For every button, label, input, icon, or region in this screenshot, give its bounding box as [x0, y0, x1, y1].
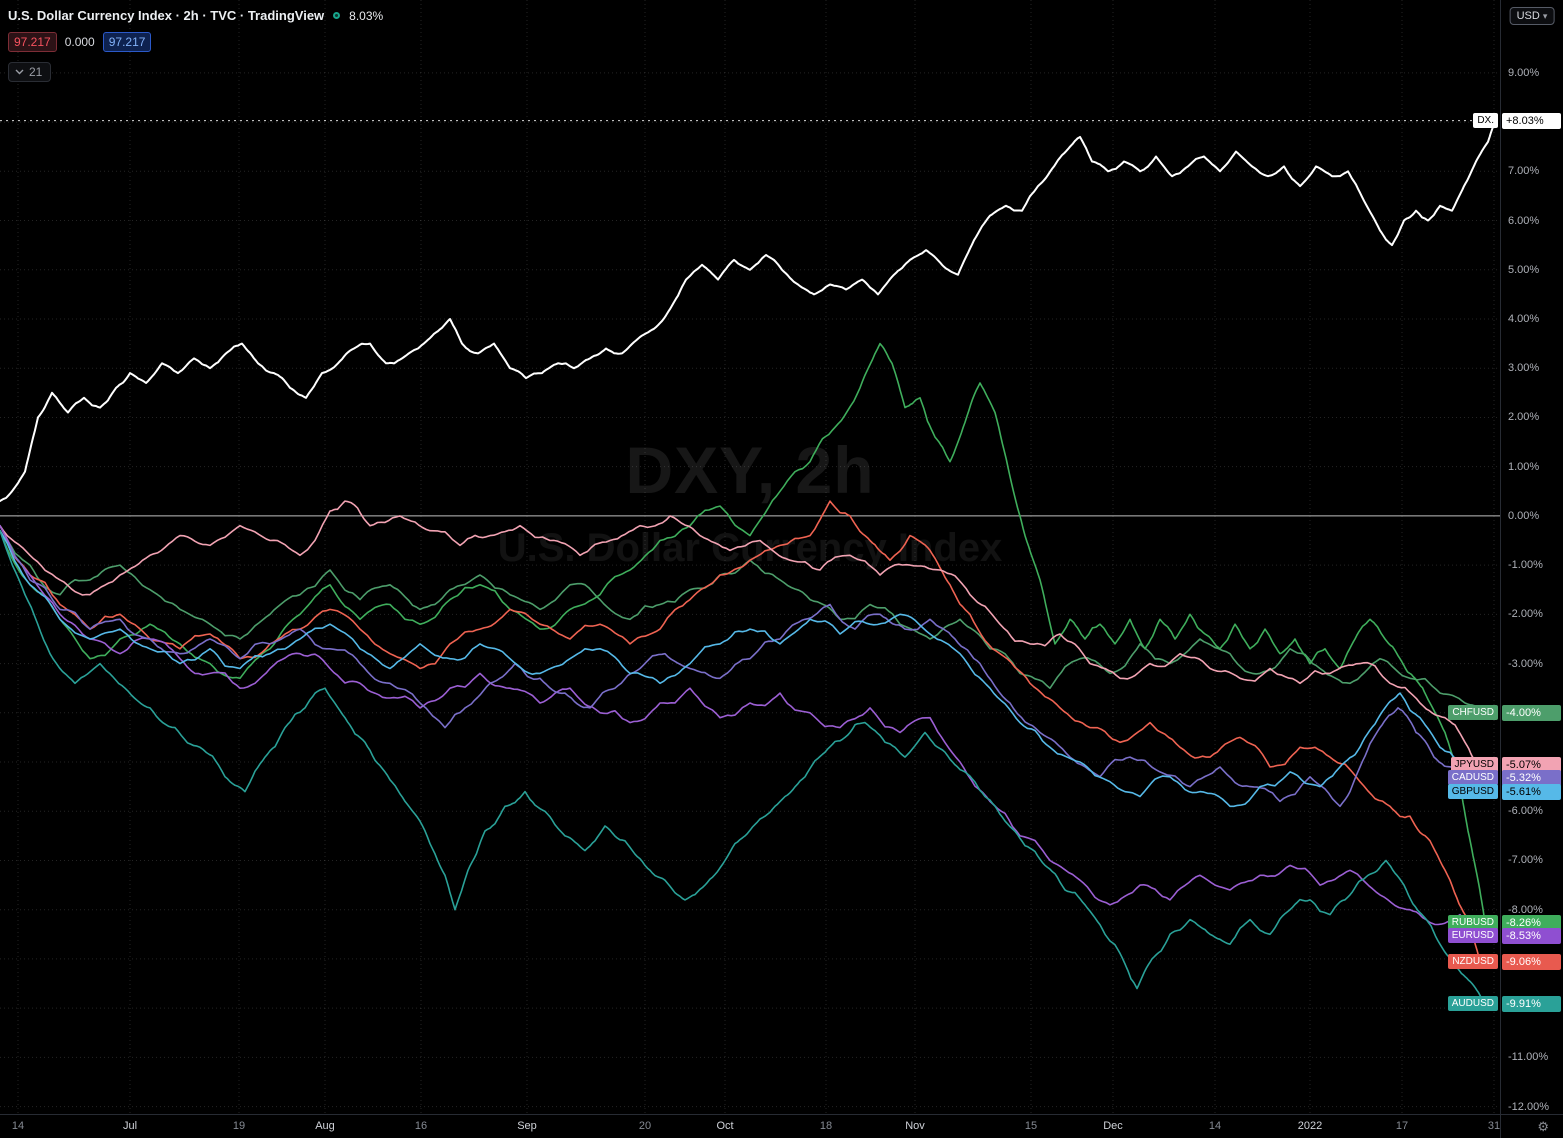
series-line-dxy[interactable] [0, 119, 1496, 503]
series-line-chfusd[interactable] [0, 524, 1486, 714]
buy-price-value[interactable]: 97.217 [102, 32, 152, 52]
price-tick-label: -3.00% [1508, 657, 1543, 670]
price-tick-label: 7.00% [1508, 165, 1540, 178]
axis-corner: ⚙ [1500, 1114, 1563, 1138]
legend-collapse-row: 21 [8, 62, 383, 82]
time-tick-label: 14 [11, 1120, 25, 1132]
currency-unit-button[interactable]: USD ▾ [1509, 7, 1555, 25]
series-value-eurusd[interactable]: -8.53% [1502, 927, 1561, 944]
price-tick-label: -8.00% [1508, 903, 1543, 916]
sell-price-value[interactable]: 97.217 [8, 32, 57, 52]
time-tick-label: 16 [414, 1120, 428, 1132]
time-tick-label: Oct [716, 1120, 734, 1132]
price-tick-label: 5.00% [1508, 263, 1540, 276]
time-tick-label: 20 [638, 1120, 652, 1132]
symbol-title[interactable]: U.S. Dollar Currency Index · 2h · TVC · … [8, 8, 325, 23]
series-line-eurusd[interactable] [0, 524, 1481, 937]
legend-values-row: 97.217 0.000 97.217 [8, 32, 383, 52]
series-label-eurusd[interactable]: EURUSD [1447, 927, 1498, 943]
series-value-nzdusd[interactable]: -9.06% [1502, 953, 1561, 970]
scale-settings-icon[interactable]: ⚙ [1537, 1118, 1549, 1134]
series-value-gbpusd[interactable]: -5.61% [1502, 784, 1561, 801]
price-tick-label: 1.00% [1508, 460, 1540, 473]
time-tick-label: 2022 [1297, 1120, 1323, 1132]
last-price-value[interactable]: +8.03% [1502, 112, 1561, 129]
series-value-audusd[interactable]: -9.91% [1502, 995, 1561, 1012]
time-tick-label: Aug [315, 1120, 335, 1132]
time-axis[interactable]: 14 Jul 19 Aug 16 Sep 20 Oct 18 Nov 15 Dec 14 2022 17 31 [0, 1114, 1500, 1138]
time-tick-label: Dec [1103, 1120, 1123, 1132]
time-tick-label: 19 [232, 1120, 246, 1132]
price-tick-label: -6.00% [1508, 805, 1543, 818]
collapse-indicators-button[interactable]: 21 [8, 62, 52, 82]
price-tick-label: -12.00% [1508, 1100, 1549, 1113]
time-tick-label: 18 [819, 1120, 833, 1132]
time-tick-label: 14 [1208, 1120, 1222, 1132]
legend-title-row: U.S. Dollar Currency Index · 2h · TVC · … [8, 8, 383, 23]
caret-down-icon: ▾ [1542, 10, 1548, 21]
series-value-jpyusd[interactable]: -5.07% [1502, 757, 1561, 774]
price-tick-label: 2.00% [1508, 411, 1540, 424]
price-tick-label: 9.00% [1508, 66, 1540, 79]
price-tick-label: -11.00% [1508, 1051, 1549, 1064]
series-line-gbpusd[interactable] [0, 529, 1481, 808]
price-tick-label: -2.00% [1508, 608, 1543, 621]
change-percent: 8.03% [349, 8, 384, 23]
time-tick-label: 31 [1487, 1120, 1501, 1132]
series-value-cadusd[interactable]: -5.32% [1502, 769, 1561, 786]
time-tick-label: Nov [905, 1120, 925, 1132]
price-axis[interactable]: USD ▾ 9.00%8.00%7.00%6.00%5.00%4.00%3.00… [1500, 0, 1563, 1114]
market-status-icon[interactable] [333, 12, 341, 19]
spread-value: 0.000 [64, 35, 95, 49]
series-line-audusd[interactable] [0, 529, 1486, 1005]
price-tick-label: 6.00% [1508, 214, 1540, 227]
series-label-jpyusd[interactable]: JPYUSD [1450, 757, 1498, 773]
series-label-chfusd[interactable]: CHFUSD [1448, 704, 1498, 720]
series-value-rubusd[interactable]: -8.26% [1502, 914, 1561, 931]
collapse-count: 21 [29, 65, 43, 79]
price-tick-label: 4.00% [1508, 312, 1540, 325]
time-tick-label: Sep [517, 1120, 537, 1132]
series-line-cadusd[interactable] [0, 529, 1481, 808]
series-line-nzdusd[interactable] [0, 500, 1481, 963]
price-tick-label: -7.00% [1508, 854, 1543, 867]
chevron-down-icon [15, 69, 24, 75]
currency-unit-label: USD [1516, 10, 1540, 22]
series-label-rubusd[interactable]: RUBUSD [1447, 914, 1498, 930]
time-tick-label: 17 [1395, 1120, 1409, 1132]
legend: U.S. Dollar Currency Index · 2h · TVC · … [8, 8, 383, 82]
time-tick-label: Jul [122, 1120, 138, 1132]
time-tick-label: 15 [1024, 1120, 1038, 1132]
series-label-gbpusd[interactable]: GBPUSD [1447, 784, 1498, 800]
series-label-cadusd[interactable]: CADUSD [1447, 769, 1498, 785]
chart-pane[interactable]: DXY, 2h U.S. Dollar Currency Index U.S. … [0, 0, 1500, 1114]
chart-canvas[interactable] [0, 0, 1500, 1114]
series-label-audusd[interactable]: AUDUSD [1447, 995, 1498, 1011]
price-tick-label: -1.00% [1508, 559, 1543, 572]
series-value-chfusd[interactable]: -4.00% [1502, 704, 1561, 721]
price-tick-label: 0.00% [1508, 509, 1540, 522]
series-line-jpyusd[interactable] [0, 500, 1481, 767]
series-label-nzdusd[interactable]: NZDUSD [1448, 953, 1498, 969]
series-line-rubusd[interactable] [0, 342, 1486, 924]
series-label-dxy[interactable]: DX. [1473, 112, 1498, 128]
price-tick-label: 3.00% [1508, 362, 1540, 375]
